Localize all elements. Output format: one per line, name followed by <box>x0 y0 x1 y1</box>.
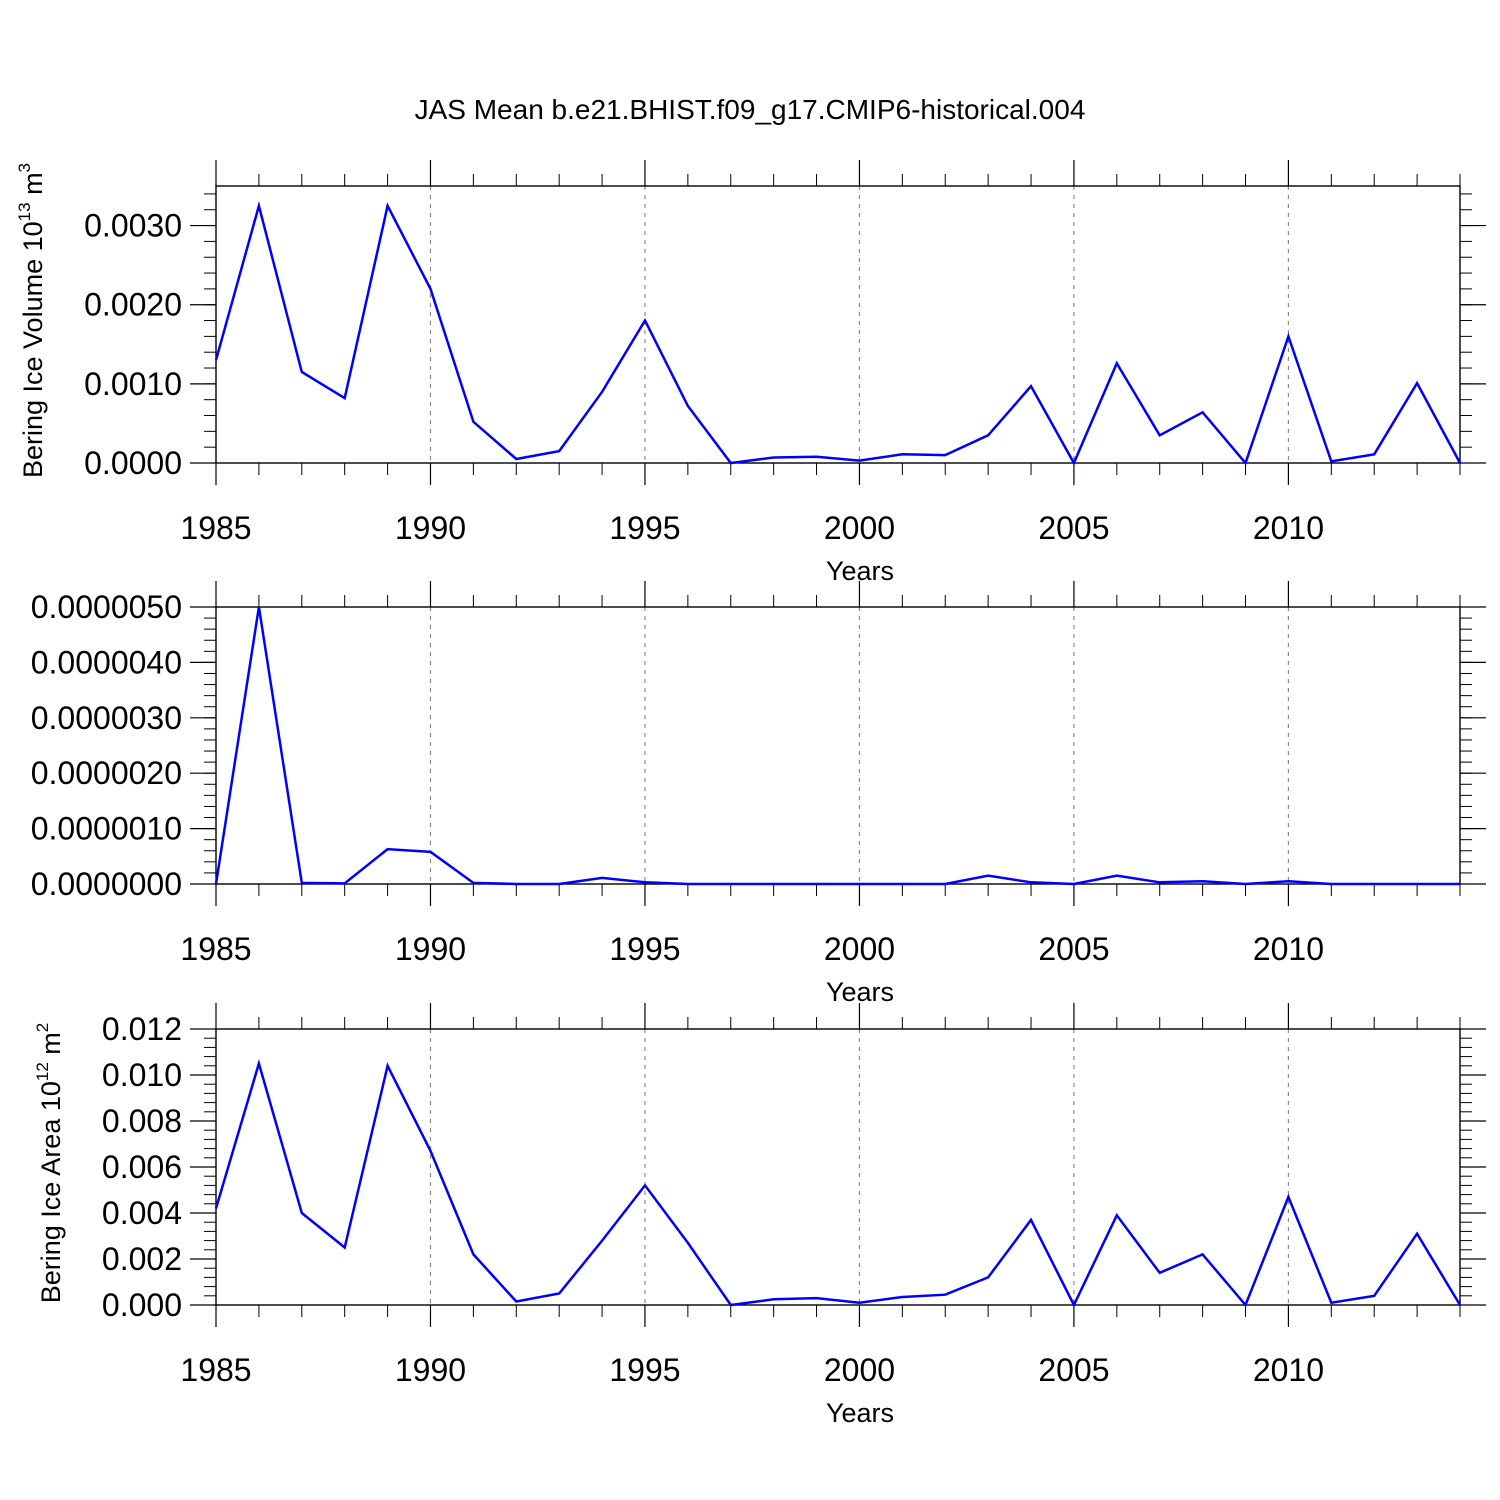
panel-ice-volume: 1985 1990 1995 2000 2005 2010 0.0000 0.0010 0.00… <box>15 160 1486 586</box>
y-axis-label-exponent: 13 <box>15 202 34 221</box>
y-axis-label: Bering Ice Volume 1013 m3 <box>15 163 48 478</box>
series-line <box>214 1059 1462 1308</box>
x-tick-label: 1985 <box>180 931 251 967</box>
x-tick-label: 1990 <box>395 510 466 546</box>
y-tick-label: 0.0000030 <box>31 700 182 736</box>
x-tick-label: 1995 <box>609 1352 680 1388</box>
x-tick-label: 2000 <box>824 931 895 967</box>
y-axis-label-unit: m <box>36 1032 66 1062</box>
panel-ice-area: 1985 1990 1995 2000 2005 2010 0.000 0.002 0.004 0… <box>33 1003 1486 1428</box>
y-tick-label: 0.0030 <box>84 208 182 244</box>
y-tick-label: 0.0020 <box>84 287 182 323</box>
y-tick-label: 0.0000010 <box>31 811 182 847</box>
y-tick-label: 0.0010 <box>84 366 182 402</box>
y-tick-label: 0.0000050 <box>31 589 182 625</box>
x-tick-label: 1985 <box>180 1352 251 1388</box>
x-tick-label: 2005 <box>1038 510 1109 546</box>
y-axis-label-unit-power: 2 <box>33 1023 52 1032</box>
y-tick-label: 0.010 <box>102 1057 182 1093</box>
y-axis-label-unit: m <box>18 172 48 202</box>
x-tick-label: 2000 <box>824 510 895 546</box>
x-tick-label: 2010 <box>1253 510 1324 546</box>
y-axis-label-text: Bering Ice Area 10 <box>36 1081 66 1303</box>
panel-middle: 1985 1990 1995 2000 2005 2010 0.0000000 0.00000… <box>31 581 1486 1007</box>
y-axis-label-text: Bering Ice Volume 10 <box>18 221 48 478</box>
y-tick-label: 0.002 <box>102 1241 182 1277</box>
y-axis-label-exponent: 12 <box>33 1062 52 1081</box>
x-tick-label: 2010 <box>1253 1352 1324 1388</box>
series-line <box>214 606 1460 886</box>
series-line <box>214 200 1462 466</box>
x-tick-label: 1990 <box>395 1352 466 1388</box>
y-tick-label: 0.004 <box>102 1195 182 1231</box>
y-tick-label: 0.006 <box>102 1149 182 1185</box>
y-tick-label: 0.0000 <box>84 445 182 481</box>
chart-title: JAS Mean b.e21.BHIST.f09_g17.CMIP6-histo… <box>414 94 1086 125</box>
y-axis-label-unit-power: 3 <box>15 163 34 172</box>
y-tick-label: 0.0000040 <box>31 644 182 680</box>
x-tick-label: 1995 <box>609 931 680 967</box>
y-tick-label: 0.0000000 <box>31 866 182 902</box>
y-tick-label: 0.000 <box>102 1287 182 1323</box>
x-tick-label: 2010 <box>1253 931 1324 967</box>
x-tick-label: 2005 <box>1038 931 1109 967</box>
x-tick-label: 2000 <box>824 1352 895 1388</box>
plot-frame <box>215 1028 1461 1306</box>
y-tick-label: 0.012 <box>102 1011 182 1047</box>
x-axis-label: Years <box>826 1398 894 1428</box>
x-tick-label: 1990 <box>395 931 466 967</box>
x-tick-label: 1985 <box>180 510 251 546</box>
plot-frame <box>215 185 1461 464</box>
y-tick-label: 0.0000020 <box>31 755 182 791</box>
plot-frame <box>215 606 1461 885</box>
y-tick-label: 0.008 <box>102 1103 182 1139</box>
x-axis-label: Years <box>826 977 894 1007</box>
x-tick-label: 2005 <box>1038 1352 1109 1388</box>
x-tick-label: 1995 <box>609 510 680 546</box>
y-axis-label: Bering Ice Area 1012 m2 <box>33 1023 66 1304</box>
